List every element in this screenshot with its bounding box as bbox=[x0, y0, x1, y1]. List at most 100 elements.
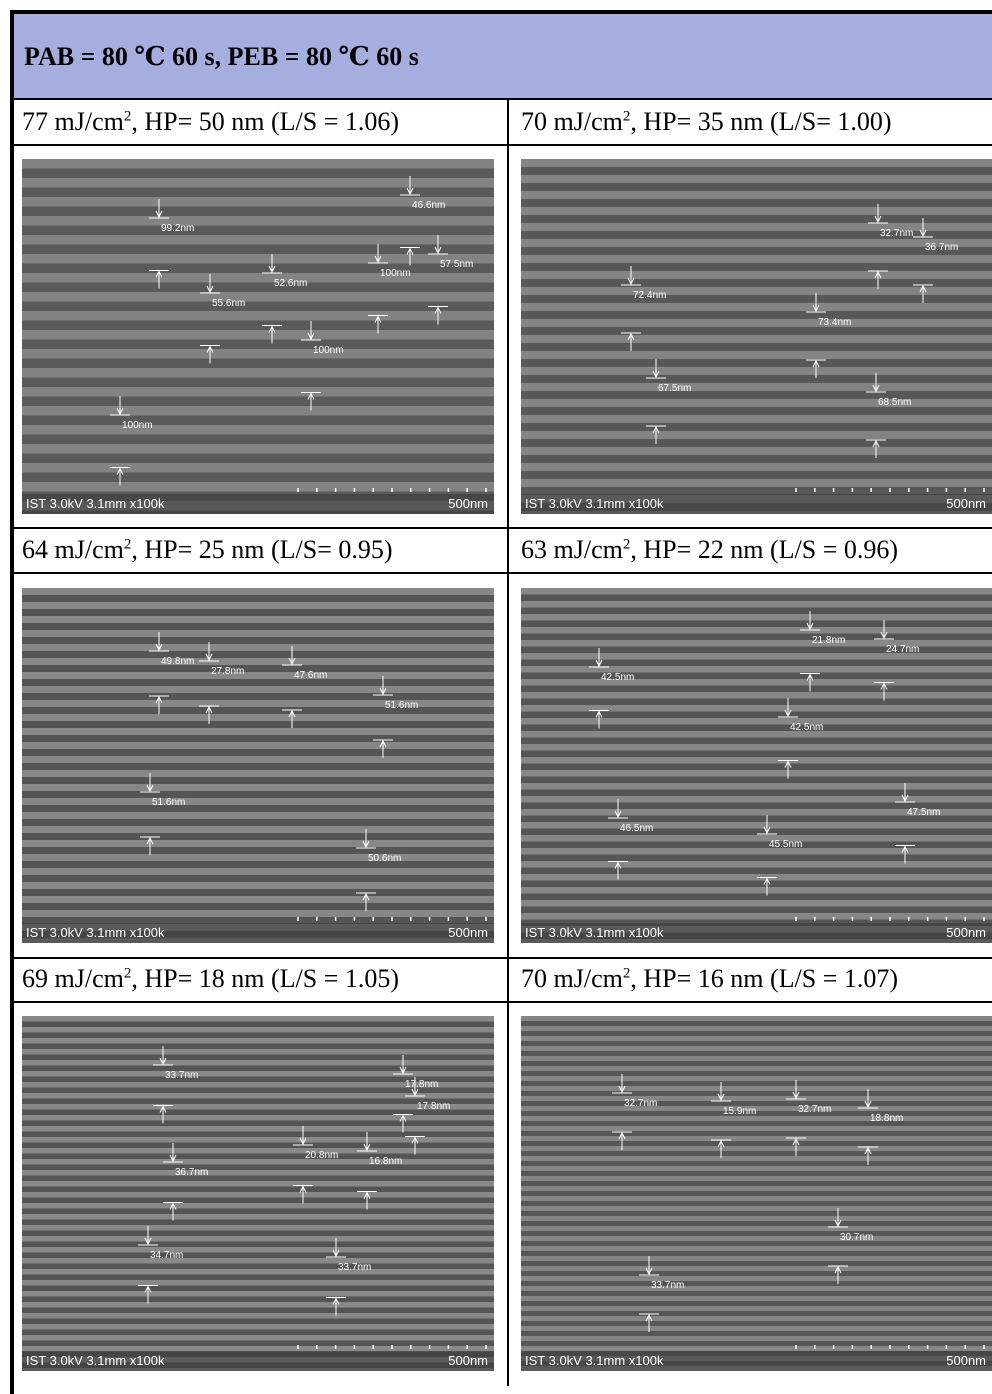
measurement-marker: 47.5nm bbox=[895, 783, 940, 864]
resist-space bbox=[22, 651, 494, 658]
measurement-marker: 36.7nm bbox=[163, 1143, 208, 1221]
resist-line bbox=[521, 303, 992, 311]
resist-line bbox=[521, 1026, 992, 1031]
resist-line bbox=[521, 1076, 992, 1081]
resist-space bbox=[521, 1071, 992, 1076]
resist-line bbox=[521, 271, 992, 279]
resist-space bbox=[22, 434, 494, 444]
measurement-label: 30.7nm bbox=[840, 1232, 873, 1243]
resist-line bbox=[521, 1336, 992, 1341]
resist-space bbox=[521, 1211, 992, 1216]
resist-space bbox=[22, 206, 494, 216]
resist-line bbox=[22, 770, 494, 777]
measurement-marker: 24.7nm bbox=[874, 620, 919, 701]
resist-line bbox=[22, 1269, 494, 1275]
resist-line bbox=[521, 191, 992, 199]
resist-line bbox=[521, 1156, 992, 1161]
resist-line bbox=[521, 415, 992, 423]
scale-bar-label: 500nm bbox=[946, 1353, 986, 1368]
measurement-marker: 33.7nm bbox=[326, 1238, 371, 1316]
resist-space bbox=[22, 1252, 494, 1258]
resist-line bbox=[22, 387, 494, 397]
table-frame bbox=[10, 10, 992, 1394]
resist-space bbox=[521, 763, 992, 770]
resist-space bbox=[22, 1274, 494, 1280]
resist-space bbox=[521, 1301, 992, 1306]
resist-line bbox=[22, 658, 494, 665]
scale-bar-label: 500nm bbox=[946, 925, 986, 940]
resist-space bbox=[521, 776, 992, 783]
resist-line bbox=[521, 1096, 992, 1101]
measurement-label: 51.6nm bbox=[385, 700, 418, 711]
resist-space bbox=[521, 1311, 992, 1316]
resist-space bbox=[521, 815, 992, 822]
conditions-title: PAB = 80 ℃ 60 s, PEB = 80 ℃ 60 s bbox=[24, 42, 419, 71]
resist-space bbox=[22, 609, 494, 616]
measurement-marker: 55.6nm bbox=[200, 274, 245, 364]
resist-space bbox=[521, 183, 992, 191]
resist-line bbox=[22, 742, 494, 749]
sem-info-text: IST 3.0kV 3.1mm x100k bbox=[26, 925, 165, 940]
resist-space bbox=[521, 1101, 992, 1106]
measurement-label: 32.7nm bbox=[624, 1098, 657, 1109]
resist-line bbox=[521, 1166, 992, 1171]
resist-space bbox=[521, 802, 992, 809]
resist-line bbox=[22, 273, 494, 283]
measurement-label: 24.7nm bbox=[886, 644, 919, 655]
resist-line bbox=[521, 479, 992, 487]
measurement-marker: 45.5nm bbox=[757, 815, 802, 896]
resist-line bbox=[22, 1291, 494, 1297]
resist-space bbox=[22, 1065, 494, 1071]
resist-space bbox=[521, 1121, 992, 1126]
resist-space bbox=[521, 231, 992, 239]
resist-line bbox=[521, 601, 992, 608]
sem-image: 32.7nm 15.9nm 32.7nm 18.8nm 30.7nm 33.7nm IST … bbox=[521, 1016, 992, 1371]
resist-line bbox=[521, 731, 992, 738]
resist-space bbox=[22, 1131, 494, 1137]
resist-space bbox=[22, 1109, 494, 1115]
measurement-label: 33.7nm bbox=[338, 1262, 371, 1273]
resist-line bbox=[22, 406, 494, 416]
resist-line bbox=[521, 1256, 992, 1261]
resist-line bbox=[22, 1082, 494, 1088]
resist-space bbox=[22, 1164, 494, 1170]
resist-line bbox=[22, 1016, 494, 1022]
measurement-marker: 32.7nm bbox=[868, 204, 913, 289]
scale-bar bbox=[297, 1345, 487, 1349]
resist-line bbox=[22, 1071, 494, 1077]
resist-line bbox=[521, 1196, 992, 1201]
resist-line bbox=[521, 848, 992, 855]
resist-line bbox=[521, 1106, 992, 1111]
scale-bar bbox=[795, 917, 985, 921]
resist-line bbox=[521, 796, 992, 803]
resist-space bbox=[521, 311, 992, 319]
resist-line bbox=[521, 1296, 992, 1301]
resist-line bbox=[22, 812, 494, 819]
resist-space bbox=[22, 168, 494, 178]
resist-line bbox=[22, 159, 494, 169]
measurement-marker: 20.8nm bbox=[293, 1126, 338, 1204]
measurement-marker: 50.6nm bbox=[356, 829, 401, 911]
resist-line bbox=[22, 1214, 494, 1220]
panel-label: 63 mJ/cm2, HP= 22 nm (L/S = 0.96) bbox=[521, 535, 899, 564]
resist-space bbox=[521, 439, 992, 447]
resist-line bbox=[22, 700, 494, 707]
resist-space bbox=[521, 789, 992, 796]
resist-space bbox=[22, 1076, 494, 1082]
resist-space bbox=[22, 1021, 494, 1027]
resist-line bbox=[521, 1136, 992, 1141]
measurement-marker: 51.6nm bbox=[140, 773, 185, 855]
resist-line bbox=[521, 463, 992, 471]
resist-line bbox=[22, 1203, 494, 1209]
resist-line bbox=[22, 602, 494, 609]
resist-line bbox=[22, 1192, 494, 1198]
resist-space bbox=[22, 453, 494, 463]
resist-space bbox=[22, 1054, 494, 1060]
resist-line bbox=[521, 447, 992, 455]
resist-space bbox=[521, 828, 992, 835]
resist-space bbox=[521, 1231, 992, 1236]
resist-space bbox=[521, 672, 992, 679]
measurement-label: 33.7nm bbox=[651, 1280, 684, 1291]
scale-bar-label: 500nm bbox=[448, 496, 488, 511]
resist-space bbox=[521, 698, 992, 705]
